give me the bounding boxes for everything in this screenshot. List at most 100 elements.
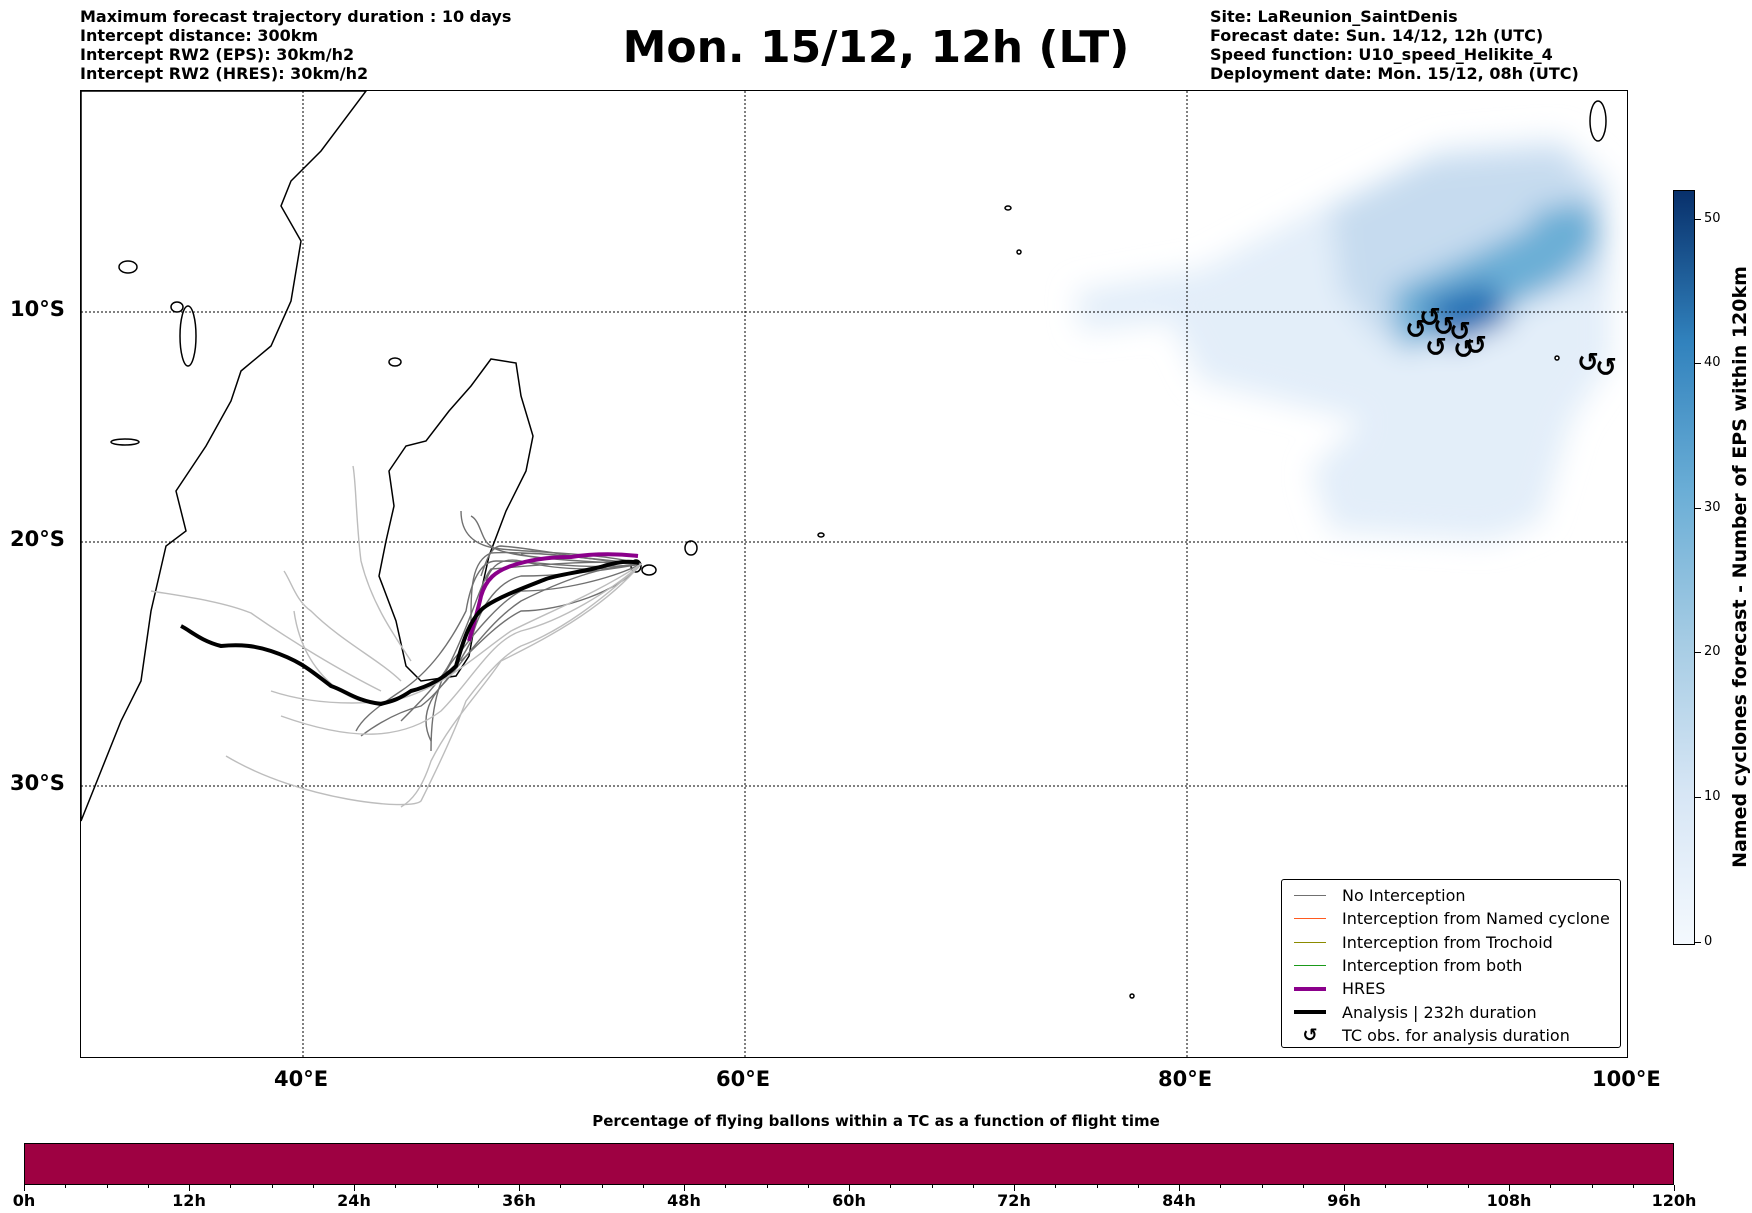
gridlines — [81, 91, 1627, 1057]
legend-swatch — [1294, 1010, 1326, 1015]
legend-label: Interception from Trochoid — [1342, 932, 1553, 952]
page-title: Mon. 15/12, 12h (LT) — [622, 22, 1130, 73]
axis-minor-tick — [477, 1185, 479, 1188]
flight-time-bar — [24, 1143, 1674, 1185]
legend-label: Analysis | 232h duration — [1342, 1002, 1537, 1022]
tc-obs-icon: ↺ — [1405, 315, 1427, 345]
axis-tick-label: 120h — [1651, 1191, 1697, 1210]
axis-minor-tick — [147, 1185, 149, 1188]
lon-label-40e: 40°E — [274, 1067, 329, 1091]
axis-minor-tick — [1261, 1185, 1263, 1188]
colorbar-tick — [1695, 942, 1701, 943]
tc-obs-icon: ↺ — [1302, 1024, 1318, 1046]
axis-minor-tick — [230, 1185, 232, 1188]
axis-minor-tick — [1467, 1185, 1469, 1188]
legend-item: Interception from Named cyclone — [1290, 907, 1612, 930]
axis-tick-label: 96h — [1327, 1191, 1361, 1210]
axis-major-tick — [849, 1185, 850, 1191]
lat-label-10s: 10°S — [10, 297, 65, 321]
legend: No Interception Interception from Named … — [1281, 879, 1621, 1048]
axis-minor-tick — [271, 1185, 273, 1188]
header-right: Site: LaReunion_SaintDenis Forecast date… — [1210, 7, 1579, 83]
axis-major-tick — [519, 1185, 520, 1191]
axis-major-tick — [684, 1185, 685, 1191]
legend-swatch — [1294, 965, 1326, 967]
tc-obs-icon: ↺ — [1577, 348, 1599, 378]
legend-item: Interception from both — [1290, 954, 1612, 977]
axis-minor-tick — [972, 1185, 974, 1188]
header-right-line: Speed function: U10_speed_Helikite_4 — [1210, 45, 1553, 64]
axis-minor-tick — [1055, 1185, 1057, 1188]
legend-label: Interception from both — [1342, 956, 1523, 976]
legend-item: Interception from Trochoid — [1290, 931, 1612, 954]
lat-label-20s: 20°S — [10, 527, 65, 551]
map-svg: ↺ ↺ ↺ ↺ ↺ ↺ ↺ ↺ ↺ — [81, 91, 1627, 1057]
axis-minor-tick — [560, 1185, 562, 1188]
colorbar-tick-label: 0 — [1704, 934, 1713, 949]
legend-label: HRES — [1342, 979, 1386, 999]
lon-label-80e: 80°E — [1158, 1067, 1213, 1091]
axis-tick-label: 48h — [667, 1191, 701, 1210]
colorbar-tick — [1695, 652, 1701, 653]
header-left-line: Maximum forecast trajectory duration : 1… — [80, 7, 512, 26]
tc-obs-icon: ↺ — [1425, 333, 1447, 363]
axis-minor-tick — [312, 1185, 314, 1188]
axis-minor-tick — [601, 1185, 603, 1188]
lon-label-60e: 60°E — [716, 1067, 771, 1091]
header-left-line: Intercept RW2 (EPS): 30km/h2 — [80, 45, 355, 64]
axis-minor-tick — [725, 1185, 727, 1188]
axis-tick-label: 60h — [832, 1191, 866, 1210]
axis-major-tick — [1509, 1185, 1510, 1191]
header-left-line: Intercept distance: 300km — [80, 26, 319, 45]
colorbar-title: Named cyclones forecast - Number of EPS … — [1729, 266, 1751, 868]
hres-trajectory — [467, 552, 639, 642]
cyclone-density-field — [1076, 136, 1611, 541]
axis-tick-label: 12h — [172, 1191, 206, 1210]
colorbar-tick-label: 20 — [1704, 644, 1721, 659]
axis-tick-label: 84h — [1162, 1191, 1196, 1210]
colorbar-tick-label: 40 — [1704, 355, 1721, 370]
header-left-line: Intercept RW2 (HRES): 30km/h2 — [80, 64, 369, 83]
axis-tick-label: 0h — [12, 1191, 36, 1210]
axis-minor-tick — [65, 1185, 67, 1188]
analysis-trajectory — [180, 559, 640, 707]
axis-major-tick — [1674, 1185, 1675, 1191]
axis-tick-label: 24h — [337, 1191, 371, 1210]
axis-minor-tick — [1550, 1185, 1552, 1188]
axis-major-tick — [354, 1185, 355, 1191]
legend-item: Analysis | 232h duration — [1290, 1000, 1612, 1023]
colorbar-tick — [1695, 363, 1701, 364]
legend-item: ↺ TC obs. for analysis duration — [1290, 1024, 1612, 1047]
legend-swatch — [1294, 895, 1326, 897]
tc-obs-icon: ↺ — [1595, 353, 1617, 383]
colorbar-tick — [1695, 219, 1701, 220]
tc-obs-icon: ↺ — [1433, 312, 1455, 342]
header-left: Maximum forecast trajectory duration : 1… — [80, 7, 511, 83]
eps-trajectories-faint — [150, 465, 642, 808]
legend-item: HRES — [1290, 977, 1612, 1000]
map-panel[interactable]: ↺ ↺ ↺ ↺ ↺ ↺ ↺ ↺ ↺ — [80, 90, 1628, 1058]
legend-label: TC obs. for analysis duration — [1342, 1025, 1570, 1045]
colorbar-tick-label: 30 — [1704, 500, 1721, 515]
axis-minor-tick — [1096, 1185, 1098, 1188]
header-right-line: Deployment date: Mon. 15/12, 08h (UTC) — [1210, 64, 1579, 83]
legend-swatch — [1294, 986, 1326, 991]
legend-label: Interception from Named cyclone — [1342, 909, 1610, 929]
legend-item: No Interception — [1290, 884, 1612, 907]
colorbar-tick-label: 10 — [1704, 789, 1721, 804]
axis-tick-label: 72h — [997, 1191, 1031, 1210]
axis-minor-tick — [1591, 1185, 1593, 1188]
axis-minor-tick — [1220, 1185, 1222, 1188]
axis-minor-tick — [1385, 1185, 1387, 1188]
axis-minor-tick — [1632, 1185, 1634, 1188]
axis-minor-tick — [807, 1185, 809, 1188]
axis-minor-tick — [766, 1185, 768, 1188]
lon-label-100e: 100°E — [1592, 1067, 1661, 1091]
axis-tick-label: 36h — [502, 1191, 536, 1210]
lat-label-30s: 30°S — [10, 771, 65, 795]
axis-major-tick — [189, 1185, 190, 1191]
header-right-line: Forecast date: Sun. 14/12, 12h (UTC) — [1210, 26, 1544, 45]
axis-major-tick — [1344, 1185, 1345, 1191]
axis-minor-tick — [931, 1185, 933, 1188]
header-right-line: Site: LaReunion_SaintDenis — [1210, 7, 1458, 26]
